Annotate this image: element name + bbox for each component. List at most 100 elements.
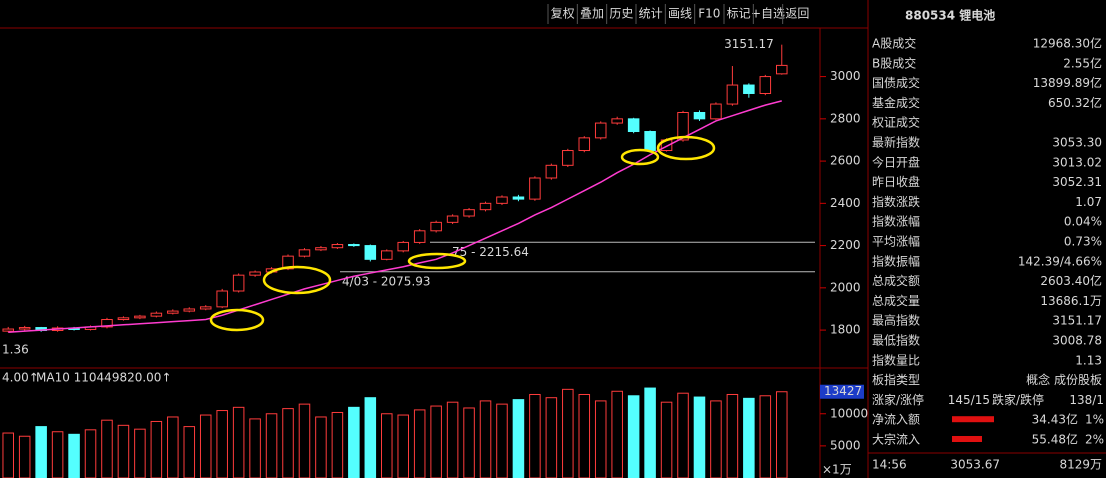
volume-bar	[265, 413, 278, 478]
toolbar-button[interactable]: 复权	[551, 7, 575, 21]
y-tick-label: 2000	[830, 280, 861, 294]
candle-body	[611, 118, 623, 124]
volume-bar	[51, 431, 64, 478]
highlight-circle	[209, 308, 265, 332]
row-value: 55.48亿	[1032, 432, 1078, 447]
y-tick-label: 10000	[830, 406, 868, 420]
toolbar-button[interactable]: 标记	[727, 7, 751, 21]
candle-body	[150, 312, 163, 317]
panel-title: 880534 锂电池	[905, 8, 995, 23]
volume-bar	[660, 401, 673, 478]
candle-body	[710, 103, 722, 120]
candle-body	[430, 221, 442, 232]
toolbar-button[interactable]: F10	[698, 7, 720, 21]
toolbar-button[interactable]: 历史	[609, 7, 633, 21]
volume-bar	[167, 416, 179, 478]
volume-bar	[331, 411, 344, 478]
candle-body	[413, 230, 426, 243]
toolbar-button[interactable]: 返回	[785, 7, 809, 21]
volume-ma-header: MA10 110449820.00↑	[36, 371, 172, 385]
row-value: 138/1	[1069, 393, 1104, 407]
volume-bar	[84, 429, 97, 478]
candle-body	[693, 112, 706, 120]
row-value: 3053.30	[1052, 136, 1102, 150]
volume-bar	[134, 428, 146, 478]
footer-text: 8129万	[1059, 458, 1102, 472]
candle-body	[134, 315, 146, 319]
volume-bar	[298, 403, 311, 478]
candle-body	[529, 177, 541, 200]
candle-body	[578, 137, 591, 152]
toolbar-button[interactable]: 叠加	[580, 7, 604, 21]
candle-body	[562, 150, 574, 166]
toolbar-button[interactable]: 统计	[639, 7, 663, 21]
current-volume-box	[820, 384, 864, 399]
row-value: 3052.31	[1052, 175, 1102, 189]
row-value: 2.55亿	[1063, 55, 1102, 70]
volume-bar	[710, 400, 722, 478]
candle-body	[627, 118, 640, 133]
row-value: 142.39/4.66%	[1018, 254, 1102, 268]
candle-body	[216, 290, 228, 308]
row-label: 指数涨幅	[872, 214, 920, 229]
volume-bar	[150, 420, 163, 478]
reference-label: 4/03 - 2075.93	[342, 274, 431, 288]
volume-bar	[496, 403, 508, 478]
row-value: 13686.1万	[1040, 294, 1102, 308]
volume-bar	[743, 397, 755, 478]
candle-body	[759, 76, 772, 94]
row-value: 2603.40亿	[1040, 273, 1102, 288]
ma-line	[8, 100, 782, 333]
toolbar-button[interactable]: 画线	[668, 7, 692, 21]
volume-bar	[578, 393, 591, 478]
row-label: 总成交额	[872, 273, 920, 288]
footer-text: 3053.67	[950, 458, 1000, 472]
volume-bar	[611, 390, 623, 478]
candle-body	[2, 328, 14, 332]
row-value: 3008.78	[1052, 334, 1102, 348]
toolbar-button[interactable]: +自选	[751, 7, 785, 21]
row-label: 最新指数	[872, 135, 920, 150]
row-value: 34.43亿	[1032, 412, 1078, 427]
row-value: 650.32亿	[1048, 95, 1102, 110]
candle-body	[315, 247, 327, 251]
row-value: 1.13	[1075, 353, 1102, 367]
footer-text: 14:56	[872, 458, 907, 472]
volume-bar	[315, 416, 327, 478]
volume-bar	[644, 387, 656, 478]
candle-body	[232, 274, 245, 292]
row-value: 0.04%	[1064, 215, 1102, 229]
volume-bar	[183, 426, 196, 478]
volume-bar	[2, 432, 14, 478]
volume-unit: ×1万	[822, 463, 852, 477]
candle-body	[743, 84, 755, 94]
volume-bar	[249, 418, 261, 478]
highlight-circle	[407, 252, 467, 270]
volume-bar	[677, 392, 689, 478]
volume-bar	[726, 393, 739, 478]
y-tick-label: 3000	[830, 69, 861, 83]
candle-body	[167, 310, 179, 314]
volume-bar	[463, 407, 475, 478]
volume-bar	[282, 408, 294, 478]
volume-bar	[562, 388, 574, 478]
volume-bar	[545, 397, 558, 478]
volume-bar	[430, 405, 442, 478]
volume-bar	[512, 399, 525, 478]
candle-body	[199, 306, 212, 310]
max-label: 3151.17	[724, 37, 774, 51]
volume-bar	[101, 419, 113, 478]
row-value: 12968.30亿	[1033, 36, 1102, 51]
candle-body	[594, 122, 607, 139]
flow-bar	[952, 436, 982, 442]
candle-body	[644, 131, 656, 152]
volume-bar	[759, 395, 772, 478]
y-tick-label: 5000	[830, 438, 861, 452]
candle-body	[101, 319, 113, 328]
row-value: 145/15	[948, 393, 990, 407]
row-value: 1%	[1085, 413, 1104, 427]
candle-body	[446, 215, 459, 223]
row-label: 涨家/涨停	[872, 392, 924, 407]
candle-body	[381, 250, 393, 260]
